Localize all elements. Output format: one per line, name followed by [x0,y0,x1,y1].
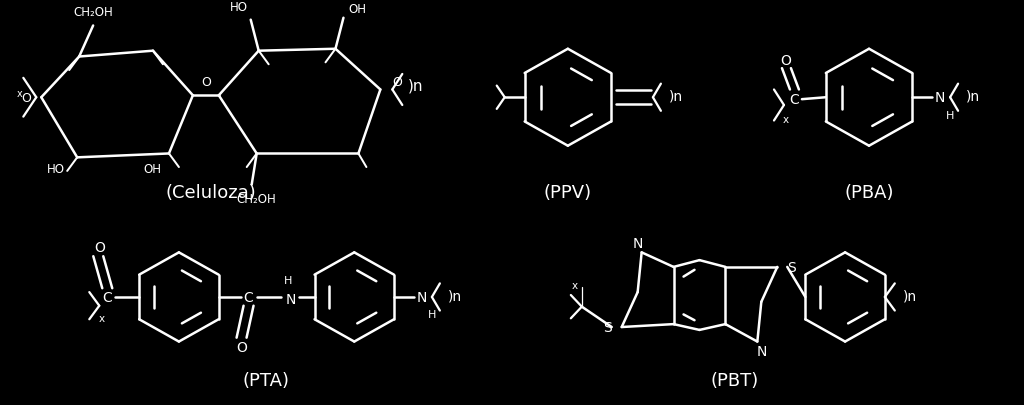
Text: O: O [201,76,211,89]
Text: )n: )n [669,89,683,103]
Text: N: N [286,292,296,306]
Text: )n: )n [409,78,424,93]
Text: x: x [571,281,578,291]
Text: H: H [285,275,293,285]
Text: S: S [786,260,796,274]
Text: CH₂OH: CH₂OH [237,192,276,205]
Text: )n: )n [903,288,916,302]
Text: N: N [417,290,427,304]
Text: C: C [790,93,799,107]
Text: OH: OH [143,163,161,176]
Text: O: O [22,92,32,104]
Text: O: O [94,240,104,254]
Text: H: H [946,111,954,120]
Text: CH₂OH: CH₂OH [74,6,113,19]
Text: x: x [16,89,23,99]
Text: )n: )n [447,288,462,302]
Text: HO: HO [229,0,248,13]
Text: H: H [428,310,436,320]
Text: x: x [783,114,790,124]
Text: HO: HO [47,163,66,176]
Text: N: N [633,236,643,250]
Text: OH: OH [348,2,367,15]
Text: N: N [756,344,767,358]
Text: N: N [935,91,945,105]
Text: O: O [392,76,402,89]
Text: S: S [603,320,612,334]
Text: O: O [237,341,247,354]
Text: (PBA): (PBA) [844,184,894,202]
Text: (Celuloza): (Celuloza) [166,184,256,202]
Text: (PBT): (PBT) [711,371,759,389]
Text: (PTA): (PTA) [242,371,289,389]
Text: C: C [244,290,253,304]
Text: O: O [780,54,792,68]
Text: x: x [98,313,104,324]
Text: )n: )n [966,89,980,103]
Text: C: C [102,290,113,304]
Text: (PPV): (PPV) [544,184,592,202]
